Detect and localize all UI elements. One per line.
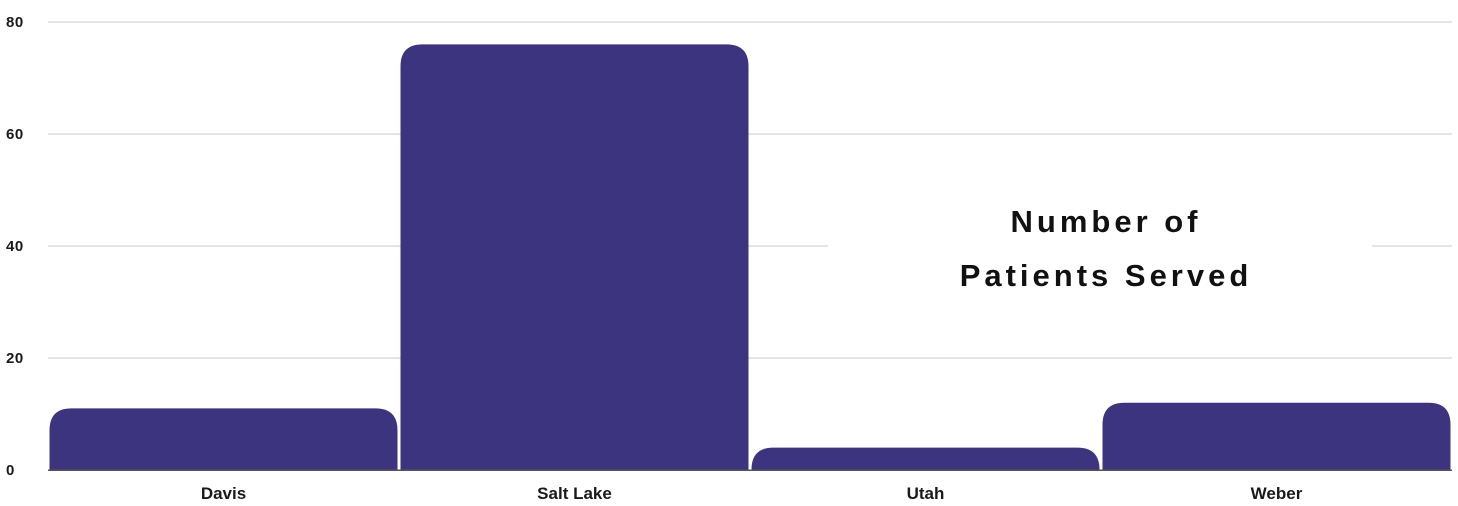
x-axis-category-labels: Davis Salt Lake Utah Weber bbox=[201, 484, 1303, 503]
x-tick-label: Davis bbox=[201, 484, 246, 503]
bars bbox=[49, 44, 1451, 471]
bar-utah bbox=[751, 447, 1100, 470]
y-tick-label: 40 bbox=[6, 238, 24, 255]
chart-title-line-2: Patients Served bbox=[960, 258, 1253, 293]
x-tick-label: Weber bbox=[1251, 484, 1303, 503]
y-tick-label: 20 bbox=[6, 350, 24, 367]
y-tick-label: 60 bbox=[6, 126, 24, 143]
chart-title-background bbox=[828, 186, 1372, 306]
x-tick-label: Salt Lake bbox=[537, 484, 612, 503]
bar-salt-lake bbox=[400, 44, 749, 471]
x-tick-label: Utah bbox=[907, 484, 945, 503]
bar-davis bbox=[49, 408, 398, 470]
y-axis-tick-labels: 0 20 40 60 80 bbox=[6, 14, 24, 479]
bar-weber bbox=[1102, 402, 1451, 470]
y-tick-label: 80 bbox=[6, 14, 24, 31]
y-tick-label: 0 bbox=[6, 462, 15, 479]
chart-title: Number of Patients Served bbox=[828, 186, 1372, 306]
chart-title-line-1: Number of bbox=[1011, 204, 1202, 239]
